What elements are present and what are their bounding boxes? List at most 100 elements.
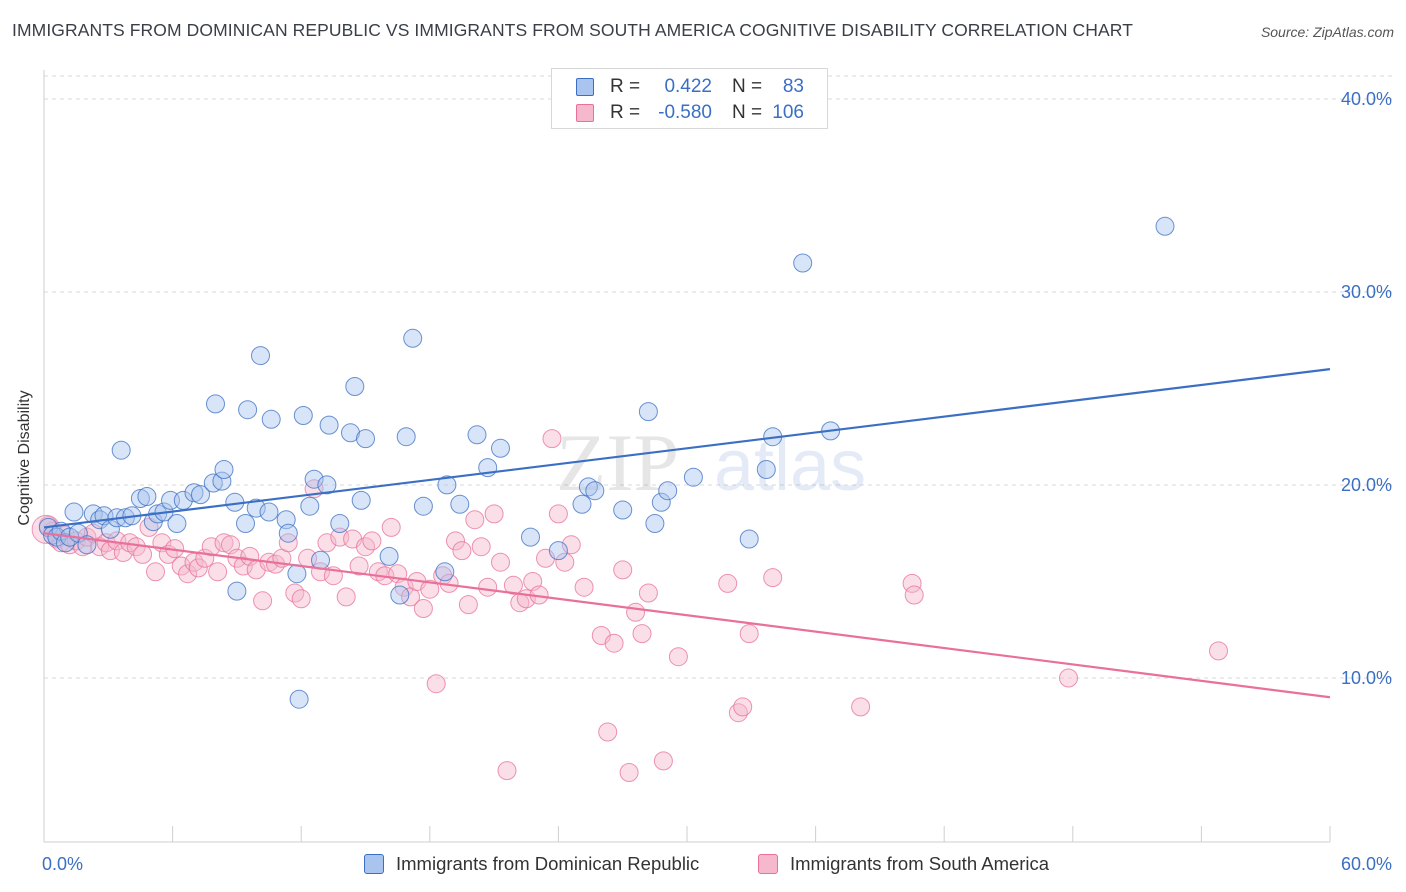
point-south-america [420,579,440,599]
point-south-america [902,573,922,593]
point-south-america [598,722,618,742]
point-dominican [638,402,658,422]
point-dominican [585,481,605,501]
trend-lines [43,368,1331,699]
legend-swatch-pink [758,854,778,874]
watermark-atlas: atlas [714,426,866,506]
point-south-america [201,537,221,557]
point-dominican [330,514,350,533]
point-dominican [341,423,360,443]
point-dominican [572,494,592,514]
legend-swatch-pink [576,104,594,122]
point-dominican [246,498,266,518]
point-south-america [548,504,568,524]
legend-row-dominican: R = 0.422 N = 83 [552,74,827,100]
point-south-america [574,577,594,597]
point-south-america [478,577,498,597]
point-dominican [467,425,487,445]
point-south-america [613,560,633,580]
point-south-america [426,674,446,694]
point-south-america [561,535,581,555]
grid-lines [44,75,1392,679]
point-dominican [356,429,375,449]
series-south-america-points [31,429,1228,782]
point-south-america [638,583,658,603]
point-south-america [484,504,504,524]
point-dominican [287,564,307,584]
y-tick-label: 30.0% [1341,282,1392,302]
point-south-america [491,552,510,572]
point-dominican [311,550,330,570]
legend-row-south-america: R = -0.580 N = 106 [552,100,827,126]
point-dominican [167,514,187,533]
point-dominican [261,409,281,429]
x-tick-label-max: 60.0% [1341,854,1392,874]
series-legend: Immigrants from Dominican Republic Immig… [0,852,1406,878]
point-dominican [793,253,813,273]
point-dominican [251,346,270,366]
point-south-america [452,541,472,561]
legend-label-south-america: Immigrants from South America [790,853,1050,874]
point-dominican [396,427,416,447]
point-south-america [604,633,624,653]
point-dominican [651,492,671,512]
point-south-america [632,624,652,644]
point-dominican [111,440,131,460]
point-south-america [653,751,673,771]
point-dominican [345,377,365,396]
legend-n-label: N = [732,76,763,97]
point-dominican [521,527,540,547]
point-dominican [739,529,759,549]
point-south-america [503,575,523,595]
point-dominican [293,406,313,425]
point-dominican [491,438,510,458]
point-dominican [137,487,157,506]
point-south-america [336,587,356,607]
legend-r-label: R = [610,76,641,97]
point-south-america [626,602,646,622]
point-south-america [471,537,491,557]
point-dominican [259,502,279,522]
y-tick-label: 10.0% [1341,668,1392,688]
point-dominican [578,477,598,497]
series-dominican-points [38,216,1175,709]
point-dominican [300,496,320,516]
point-dominican [214,460,234,479]
legend-swatch-blue [364,854,384,874]
point-south-america [1059,668,1078,688]
point-south-america [362,531,382,551]
point-dominican [206,394,225,414]
y-tick-label: 40.0% [1341,89,1392,109]
point-dominican [317,475,337,495]
point-south-america [178,564,198,584]
y-axis-label: Cognitive Disability [16,390,33,526]
point-south-america [733,697,753,717]
point-south-america [555,552,575,572]
point-south-america [208,562,228,582]
point-dominican [212,471,232,491]
point-dominican [278,523,298,543]
legend-label-dominican: Immigrants from Dominican Republic [396,853,700,874]
point-south-america [291,589,311,609]
point-south-america [465,510,485,530]
y-tick-label: 20.0% [1341,475,1392,495]
point-dominican [379,546,399,566]
point-dominican [184,483,204,503]
point-south-america [904,585,924,605]
point-dominican [437,475,457,495]
point-south-america [253,591,273,611]
axes [43,70,1331,843]
point-south-america [317,533,337,553]
point-dominican [64,502,84,522]
point-dominican [450,494,470,514]
legend-n-value: 106 [772,102,804,123]
point-dominican [683,467,703,487]
point-dominican [130,489,150,508]
point-dominican [658,481,678,501]
point-dominican [613,500,633,520]
point-south-america [718,573,738,593]
chart-title: IMMIGRANTS FROM DOMINICAN REPUBLIC VS IM… [12,20,1133,40]
trend-line-south-america [43,532,1331,699]
trend-line-dominican [43,368,1331,529]
tick-labels: 10.0% 20.0% 30.0% 40.0% 0.0% 60.0% [42,89,1392,874]
